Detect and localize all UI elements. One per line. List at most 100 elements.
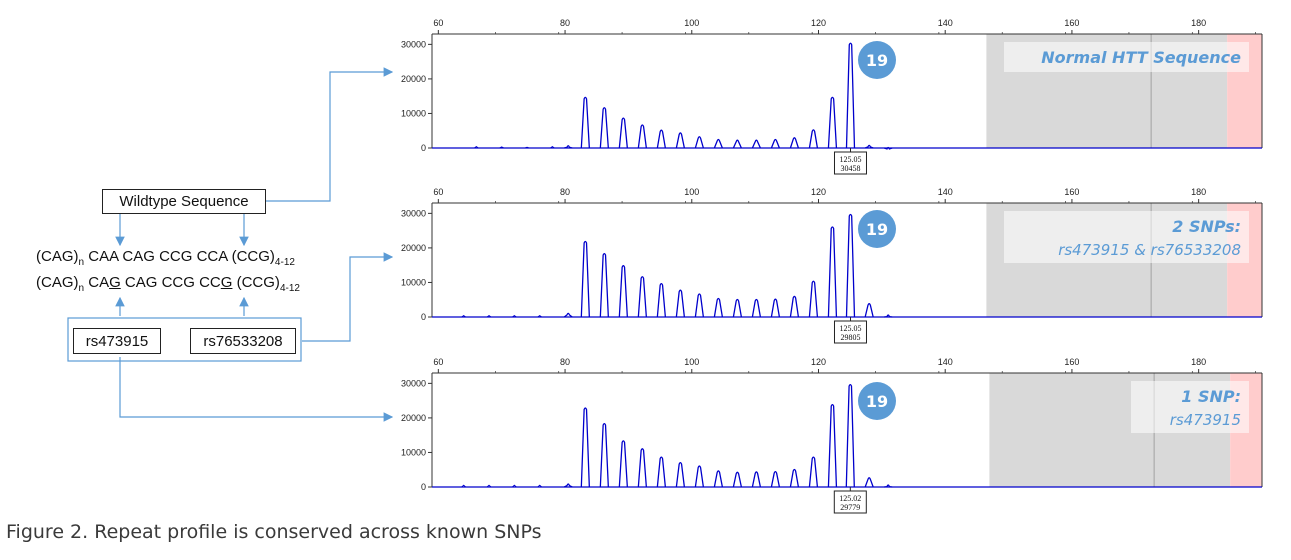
snp-box-rs473915: rs473915 xyxy=(73,328,161,354)
x-tick-label: 80 xyxy=(560,357,570,367)
y-tick-label: 0 xyxy=(421,482,426,492)
x-tick-label: 140 xyxy=(938,18,953,28)
peak xyxy=(789,295,800,318)
peak xyxy=(599,107,609,149)
peak xyxy=(618,440,628,488)
peak xyxy=(808,280,819,318)
x-tick-label: 160 xyxy=(1064,357,1079,367)
annotation-detail: rs473915 & rs76533208 xyxy=(1058,241,1241,259)
y-tick-label: 0 xyxy=(421,312,426,322)
peak xyxy=(845,42,856,149)
peak xyxy=(656,456,667,488)
noise-peak xyxy=(524,146,530,149)
y-tick-label: 30000 xyxy=(401,39,426,49)
noise-peak xyxy=(486,484,492,488)
peak xyxy=(713,470,724,488)
noise-peak xyxy=(461,484,467,488)
noise-peak xyxy=(550,146,555,149)
noise-peak xyxy=(499,146,504,149)
peak xyxy=(808,129,819,149)
repeat-count-badge xyxy=(858,41,896,79)
x-tick-label: 100 xyxy=(684,357,699,367)
peak xyxy=(694,136,704,149)
peak-label-box xyxy=(833,490,867,514)
peak xyxy=(618,265,628,318)
noise-peak xyxy=(486,315,492,318)
x-tick-label: 120 xyxy=(811,357,826,367)
electropherogram-2: 60 80 100 120 140 160 180 0 10000 20000 30000 125.0… xyxy=(401,187,1263,344)
peak xyxy=(751,139,761,149)
peak xyxy=(732,139,742,149)
x-tick-label: 140 xyxy=(938,357,953,367)
x-tick-label: 120 xyxy=(811,18,826,28)
x-tick-label: 100 xyxy=(684,18,699,28)
peak xyxy=(864,144,874,149)
y-tick-label: 10000 xyxy=(401,108,426,118)
peak xyxy=(563,312,573,318)
peak xyxy=(864,477,874,488)
annotation-box xyxy=(1004,211,1249,263)
x-tick-label: 100 xyxy=(684,187,699,197)
repeat-count-value: 19 xyxy=(866,51,888,70)
x-tick-label: 60 xyxy=(433,187,443,197)
peak xyxy=(884,314,893,318)
peak xyxy=(808,456,819,488)
peak xyxy=(637,124,647,149)
x-tick-label: 180 xyxy=(1191,187,1206,197)
y-tick-label: 30000 xyxy=(401,378,426,388)
x-tick-label: 80 xyxy=(560,187,570,197)
peak xyxy=(827,226,838,318)
snp-box-rs76533208: rs76533208 xyxy=(190,328,296,354)
noise-peak xyxy=(461,315,466,318)
peak-label-box xyxy=(833,320,867,344)
wildtype-box: Wildtype Sequence xyxy=(102,189,266,214)
annotation-title: 1 SNP: xyxy=(1181,387,1241,406)
peak-label-height: 29805 xyxy=(840,333,860,342)
y-tick-label: 10000 xyxy=(401,447,426,457)
y-tick-label: 10000 xyxy=(401,277,426,287)
peak xyxy=(580,240,590,318)
y-tick-label: 20000 xyxy=(401,74,426,84)
electropherogram-3: 60 80 100 120 140 160 180 0 10000 20000 30000 125.0… xyxy=(401,357,1263,514)
peak xyxy=(694,465,705,488)
peak xyxy=(864,303,874,318)
peak xyxy=(637,276,647,318)
repeat-count-badge xyxy=(858,210,896,248)
peak-label-size: 125.05 xyxy=(839,155,861,164)
annotation-box xyxy=(1131,381,1249,433)
x-tick-label: 160 xyxy=(1064,187,1079,197)
x-tick-label: 60 xyxy=(433,18,443,28)
x-tick-label: 80 xyxy=(560,18,570,28)
y-tick-label: 20000 xyxy=(401,413,426,423)
noise-peak xyxy=(537,315,542,318)
y-tick-label: 20000 xyxy=(401,243,426,253)
x-tick-label: 180 xyxy=(1191,18,1206,28)
peak xyxy=(770,298,781,318)
annotation-title: Normal HTT Sequence xyxy=(1041,48,1241,67)
noise-peak xyxy=(512,484,517,488)
peak-label-height: 30458 xyxy=(840,164,860,173)
peak xyxy=(713,138,723,149)
annotation-title: 2 SNPs: xyxy=(1172,217,1241,236)
peak xyxy=(732,471,743,488)
peak xyxy=(713,297,724,318)
peak xyxy=(656,129,666,149)
peak xyxy=(675,462,686,488)
y-tick-label: 0 xyxy=(421,143,426,153)
peak xyxy=(732,298,743,318)
peak xyxy=(618,117,628,149)
peak xyxy=(770,470,781,488)
peak xyxy=(694,293,705,318)
x-tick-label: 120 xyxy=(811,187,826,197)
wildtype-label: Wildtype Sequence xyxy=(119,193,249,210)
repeat-count-badge xyxy=(858,382,896,420)
peak xyxy=(580,407,590,488)
peak xyxy=(563,483,573,488)
peak xyxy=(770,138,781,149)
arrow-snps-to-chart2 xyxy=(302,252,394,342)
annotation-detail: rs473915 xyxy=(1170,411,1241,429)
sequence-wildtype: (CAG)n CAA CAG CCG CCA (CCG)4-12 xyxy=(36,248,295,268)
peak-label-box xyxy=(833,151,867,175)
peak xyxy=(845,384,855,488)
